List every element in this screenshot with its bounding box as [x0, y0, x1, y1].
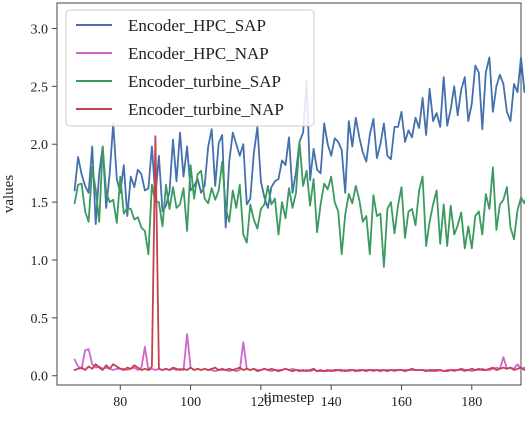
- series-layer: [73, 56, 525, 373]
- y-axis-title: values: [1, 175, 17, 213]
- x-tick-label: 140: [321, 395, 342, 410]
- x-axis-title: timestep: [264, 390, 315, 406]
- legend-box: [65, 9, 315, 127]
- legend-label: Encoder_turbine_NAP: [128, 100, 284, 119]
- y-tick-label: 1.5: [31, 196, 49, 211]
- x-tick-label: 80: [113, 395, 127, 410]
- y-tick-label: 1.0: [31, 254, 49, 269]
- y-axis-ticks: 0.0 0.5 1.0 1.5 2.0 2.5 3.0: [31, 22, 57, 385]
- x-tick-label: 160: [391, 395, 412, 410]
- x-tick-label: 120: [250, 395, 271, 410]
- x-tick-label: 180: [461, 395, 482, 410]
- legend-label: Encoder_HPC_NAP: [128, 44, 269, 63]
- series-line-encoder-turbine-sap: [73, 140, 525, 268]
- y-tick-label: 2.5: [31, 80, 49, 95]
- x-tick-label: 100: [180, 395, 201, 410]
- y-tick-label: 0.0: [31, 370, 49, 385]
- y-tick-label: 2.0: [31, 138, 49, 153]
- series-line-encoder-turbine-nap: [73, 135, 525, 373]
- x-axis-ticks: 80 100 120 140 160 180: [113, 385, 482, 410]
- legend-label: Encoder_turbine_SAP: [128, 72, 281, 91]
- y-tick-label: 3.0: [31, 22, 49, 37]
- legend: Encoder_HPC_SAP Encoder_HPC_NAP Encoder_tu…: [65, 9, 315, 127]
- y-tick-label: 0.5: [31, 312, 49, 327]
- legend-label: Encoder_HPC_SAP: [128, 16, 266, 35]
